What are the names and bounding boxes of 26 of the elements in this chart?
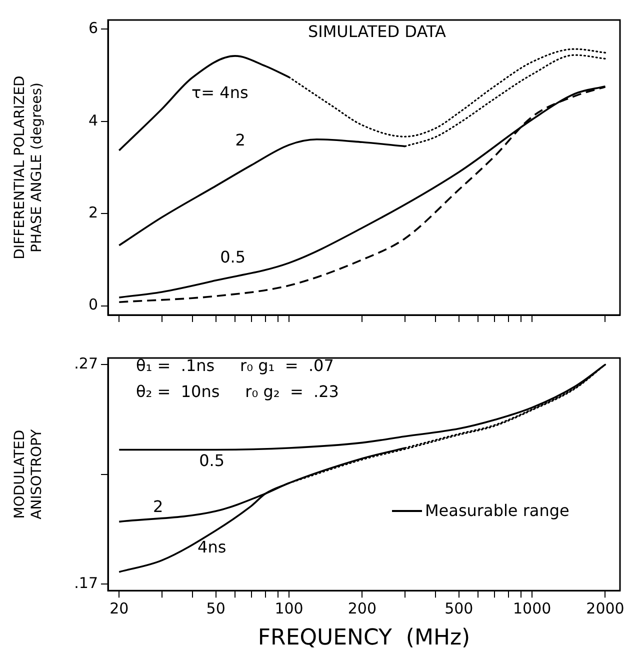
x-tick-label: 1000: [512, 599, 552, 618]
x-tick-label: 50: [206, 599, 226, 618]
x-tick-label: 500: [444, 599, 474, 618]
y-tick-label: 2: [88, 203, 98, 222]
y-tick-label: 6: [88, 19, 98, 38]
annotation: θ₁ = .1ns r₀ g₁ = .07: [136, 356, 334, 375]
series-label: 0.5: [220, 248, 246, 267]
y-tick-label: 0: [88, 296, 98, 314]
y-axis-title: MODULATED ANISOTROPY: [12, 428, 45, 520]
x-tick-label: 20: [110, 599, 129, 618]
x-tick-label: 2000: [586, 599, 624, 618]
series-label: 0.5: [199, 450, 225, 470]
series-label: 2: [153, 496, 164, 516]
x-axis-title: FREQUENCY (MHz): [258, 626, 470, 651]
annotation: θ₂ = 10ns r₀ g₂ = .23: [136, 382, 339, 401]
annotation: SIMULATED DATA: [308, 22, 446, 41]
x-tick-label: 100: [274, 599, 304, 618]
y-tick-label: .17: [74, 574, 98, 592]
series-label: 2: [235, 130, 246, 150]
x-tick-label: 200: [348, 599, 377, 618]
y-axis-title: DIFFERENTIAL POLARIZED PHASE ANGLE (degrees): [12, 76, 45, 260]
series-label: 4ns: [198, 538, 226, 557]
annotation: Measurable range: [425, 501, 570, 520]
y-tick-label: 4: [88, 111, 98, 130]
series-label: τ= 4ns: [192, 83, 248, 102]
y-tick-label: .27: [74, 354, 98, 372]
